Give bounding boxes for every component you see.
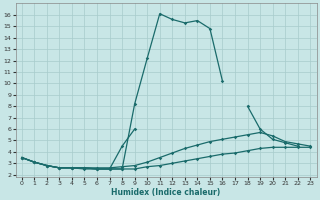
X-axis label: Humidex (Indice chaleur): Humidex (Indice chaleur) <box>111 188 221 197</box>
